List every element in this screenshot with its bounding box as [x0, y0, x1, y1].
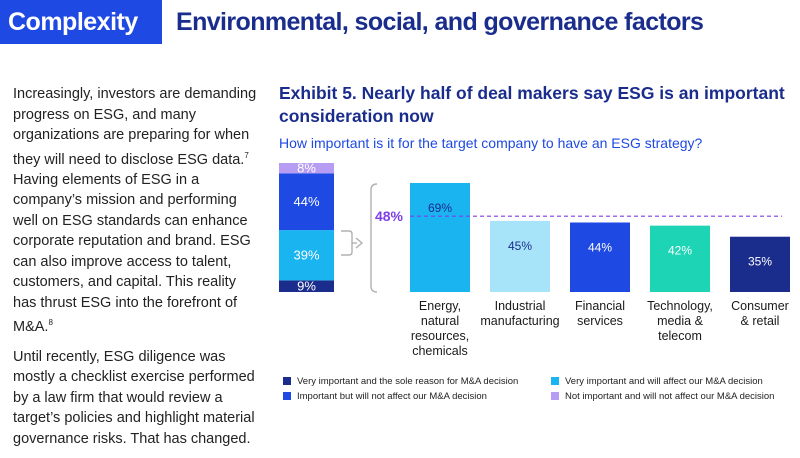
- sector-bar-label-1: 45%: [508, 239, 532, 253]
- stacked-segment-label-0: 9%: [297, 279, 316, 294]
- sector-category-label-0: Energy, natural resources, chemicals: [411, 299, 469, 358]
- stacked-segment-0: [279, 280, 334, 292]
- category-label-line: Consumer: [731, 299, 789, 313]
- bracket-left: [341, 230, 353, 256]
- legend-label: Important but will not affect our M&A de…: [297, 391, 487, 402]
- stacked-segment-1: [279, 230, 334, 281]
- sector-category-label-4: Consumer & retail: [731, 299, 789, 328]
- footnote-ref-8: 8: [48, 318, 53, 328]
- sector-bar-0: [410, 183, 470, 292]
- legend-swatch: [283, 392, 291, 400]
- category-label-line: Industrial: [495, 299, 546, 313]
- category-label-line: media &: [657, 314, 704, 328]
- sector-category-label-3: Technology, media & telecom: [647, 299, 713, 343]
- sector-bar-label-2: 44%: [588, 240, 612, 254]
- legend-item: Very important and will affect our M&A d…: [551, 376, 763, 387]
- reference-line-label: 48%: [375, 208, 404, 224]
- legend-swatch: [551, 392, 559, 400]
- sector-bar-2: [570, 222, 630, 292]
- sector-bar-1: [490, 220, 550, 292]
- page-header: Complexity 03 Environmental, social, and…: [0, 0, 800, 80]
- footnote-ref-7: 7: [244, 150, 249, 160]
- category-label-line: Financial: [575, 299, 625, 313]
- legend-item: Very important and the sole reason for M…: [283, 376, 518, 387]
- category-label-line: & retail: [741, 314, 780, 328]
- stacked-segment-label-3: 8%: [297, 161, 316, 176]
- category-label-line: manufacturing: [480, 314, 559, 328]
- category-label-line: resources,: [411, 329, 469, 343]
- category-label-line: telecom: [658, 329, 702, 343]
- body-text: Increasingly, investors are demanding pr…: [13, 84, 263, 458]
- body-paragraph-1: Increasingly, investors are demanding pr…: [13, 84, 263, 338]
- sector-bar-label-3: 42%: [668, 244, 692, 258]
- sector-bar-3: [650, 225, 710, 292]
- body-paragraph-1-part-b: Having elements of ESG in a company’s mi…: [13, 171, 251, 336]
- sector-bar-label-4: 35%: [748, 255, 772, 269]
- sector-bar-4: [730, 236, 790, 292]
- category-label-line: natural: [421, 314, 459, 328]
- body-paragraph-1-part-a: Increasingly, investors are demanding pr…: [13, 86, 257, 168]
- connector-arrow: [355, 237, 364, 249]
- category-label-line: services: [577, 314, 623, 328]
- sector-category-label-2: Financial services: [575, 299, 625, 328]
- exhibit-subtitle: How important is it for the target compa…: [279, 135, 703, 151]
- legend-swatch: [551, 377, 559, 385]
- category-label-line: Energy,: [419, 299, 461, 313]
- stacked-segment-2: [279, 173, 334, 231]
- sector-category-label-1: Industrial manufacturing: [480, 299, 559, 328]
- category-label-line: Technology,: [647, 299, 713, 313]
- legend-label: Not important and will not affect our M&…: [565, 391, 775, 402]
- exhibit-title: Exhibit 5. Nearly half of deal makers sa…: [279, 83, 785, 126]
- legend-item: Not important and will not affect our M&…: [551, 391, 774, 402]
- legend-label: Very important and will affect our M&A d…: [565, 376, 763, 387]
- legend-swatch: [283, 377, 291, 385]
- exhibit-chart: 9% 39% 44% 8% 69% Energy, natural resources, che…: [279, 161, 790, 358]
- stacked-segment-label-1: 39%: [293, 248, 319, 263]
- sector-bar-label-0: 69%: [428, 201, 452, 215]
- legend-item: Important but will not affect our M&A de…: [283, 391, 487, 402]
- legend-label: Very important and the sole reason for M…: [297, 376, 519, 387]
- complexity-tag: Complexity 03: [0, 0, 162, 80]
- stacked-segment-label-2: 44%: [293, 194, 319, 209]
- stacked-segment-3: [279, 163, 334, 174]
- bracket-right: [370, 183, 378, 293]
- category-label-line: chemicals: [412, 344, 468, 358]
- page-title: Environmental, social, and governance fa…: [176, 8, 704, 36]
